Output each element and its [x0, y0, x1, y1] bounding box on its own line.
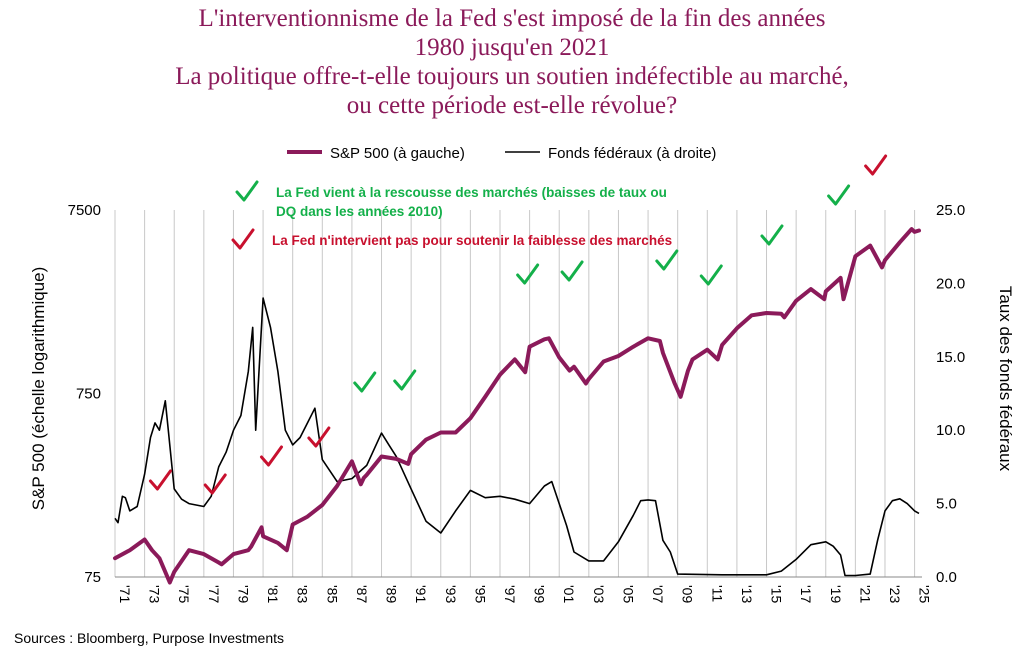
left-tick-labels: 75 750 7500 — [68, 202, 101, 586]
annotation-green-line-2: DQ dans les années 2010) — [276, 204, 443, 219]
left-tick-label: 7500 — [68, 202, 101, 219]
x-tick-label: '07 — [650, 585, 666, 603]
x-tick-label: '87 — [354, 585, 370, 603]
annotation-red-text: La Fed n'intervient pas pour soutenir la… — [272, 233, 672, 248]
x-tick-label: '77 — [206, 585, 222, 603]
green-check-icon — [760, 224, 784, 246]
right-tick-label: 0.0 — [936, 569, 957, 586]
x-tick-label: '85 — [324, 585, 340, 603]
x-tick-label: '83 — [295, 585, 311, 603]
x-tick-label: '73 — [147, 585, 163, 603]
title-line-3: La politique offre-t-elle toujours un so… — [175, 63, 849, 90]
red-check-icon — [307, 426, 331, 448]
annotation-red-check-icon — [231, 228, 255, 250]
green-check-icon — [699, 264, 723, 286]
title-line-4: ou cette période est-elle révolue? — [346, 92, 678, 119]
x-tick-label: '95 — [472, 585, 488, 603]
x-tick-labels: '71 '73 '75 '77 '79 '81 '83 '85 '87 '89 '91 '93 '95 '… — [117, 585, 933, 603]
title-line-1: L'interventionnisme de la Fed s'est impo… — [198, 5, 826, 32]
x-tick-label: '03 — [591, 585, 607, 603]
x-tick-label: '91 — [413, 585, 429, 603]
right-tick-label: 20.0 — [936, 275, 965, 292]
x-tick-label: '17 — [798, 585, 814, 603]
x-tick-label: '75 — [176, 585, 192, 603]
left-tick-label: 750 — [76, 386, 101, 403]
left-tick-label: 75 — [84, 569, 101, 586]
x-tick-label: '81 — [265, 585, 281, 603]
x-tick-label: '97 — [502, 585, 518, 603]
annotation-green-line-1: La Fed vient à la rescousse des marchés … — [276, 185, 667, 200]
annotation-green: La Fed vient à la rescousse des marchés … — [276, 185, 667, 219]
x-tick-label: '13 — [739, 585, 755, 603]
legend-label-sp500: S&P 500 (à gauche) — [330, 145, 465, 162]
x-tick-label: '25 — [917, 585, 933, 603]
source-note: Sources : Bloomberg, Purpose Investments — [14, 630, 285, 646]
fed-funds-line — [114, 297, 920, 577]
red-check-icon — [148, 469, 172, 491]
chart-title: L'interventionnisme de la Fed s'est impo… — [0, 4, 1024, 120]
green-check-icon — [655, 249, 679, 271]
green-check-icon — [827, 184, 851, 206]
x-tick-label: '89 — [384, 585, 400, 603]
legend: S&P 500 (à gauche) Fonds fédéraux (à droi… — [287, 145, 716, 162]
grid-lines — [114, 210, 916, 577]
x-tick-label: '11 — [709, 585, 725, 602]
green-check-icon — [393, 369, 417, 391]
title-line-2: 1980 jusqu'en 2021 — [414, 34, 610, 61]
x-tick-label: '79 — [235, 585, 251, 603]
x-tick-label: '93 — [443, 585, 459, 603]
x-tick-label: '19 — [828, 585, 844, 603]
x-tick-label: '05 — [620, 585, 636, 603]
green-check-icon — [516, 263, 540, 285]
red-check-icon — [864, 154, 888, 176]
x-tick-label: '71 — [117, 585, 133, 603]
green-check-icon — [353, 371, 377, 393]
left-axis-title: S&P 500 (échelle logarithmique) — [29, 267, 48, 511]
annotation-green-text: La Fed vient à la rescousse des marchés … — [276, 185, 667, 219]
right-tick-labels: 0.0 5.0 10.0 15.0 20.0 25.0 — [936, 202, 965, 586]
right-tick-label: 10.0 — [936, 422, 965, 439]
green-check-icon — [560, 260, 584, 282]
x-tick-label: '23 — [887, 585, 903, 603]
x-tick-label: '15 — [769, 585, 785, 603]
x-tick-label: '09 — [680, 585, 696, 603]
legend-label-fed-funds: Fonds fédéraux (à droite) — [548, 145, 716, 162]
x-tick-label: '21 — [857, 585, 873, 603]
x-tick-label: '01 — [561, 585, 577, 603]
right-tick-label: 25.0 — [936, 202, 965, 219]
annotation-green-check-icon — [235, 180, 259, 202]
right-tick-label: 5.0 — [936, 496, 957, 513]
right-axis-title: Taux des fonds fédéraux — [996, 286, 1015, 472]
x-tick-label: '99 — [532, 585, 548, 603]
red-check-icon — [259, 445, 283, 467]
right-tick-label: 15.0 — [936, 349, 965, 366]
red-check-icon — [203, 473, 227, 495]
sp500-line — [113, 227, 921, 585]
